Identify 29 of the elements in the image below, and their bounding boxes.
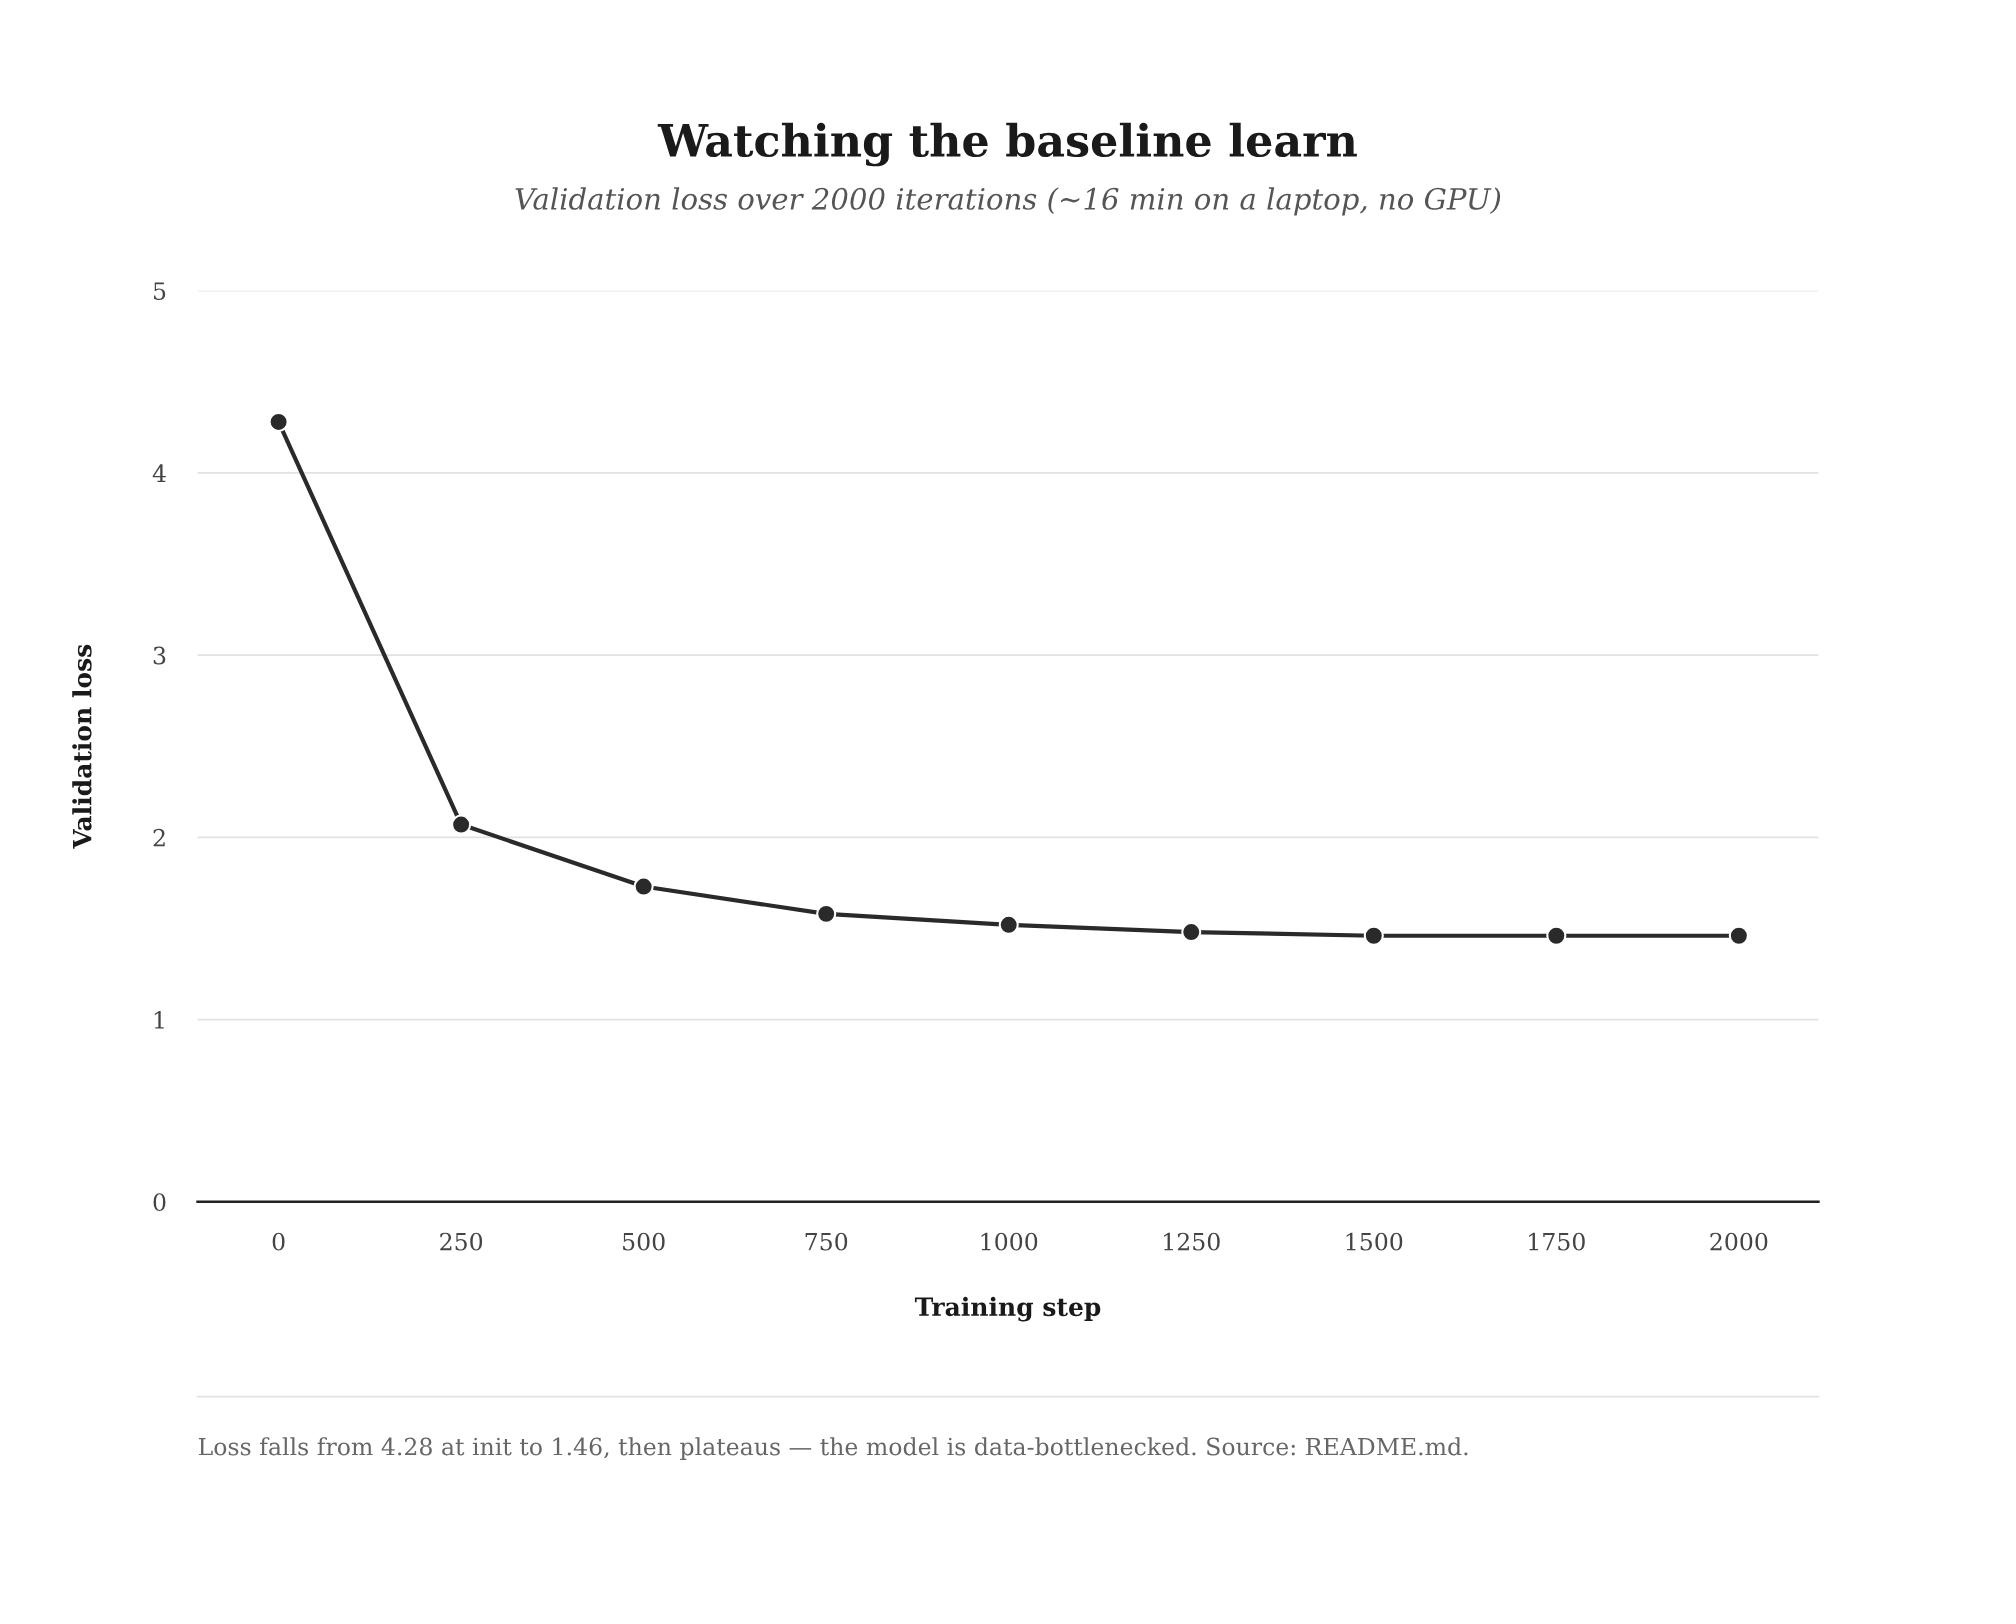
x-tick-label: 1500 — [1346, 1232, 1403, 1251]
x-tick-label: 250 — [440, 1232, 483, 1251]
point — [816, 903, 837, 924]
y-tick-label: 2 — [153, 828, 165, 847]
y-tick-label: 5 — [154, 282, 166, 300]
x-tick-label: 750 — [805, 1232, 848, 1251]
point — [1728, 925, 1749, 946]
x-axis-title: Training step — [914, 1296, 1101, 1322]
point — [1181, 922, 1202, 943]
point — [451, 814, 472, 835]
x-tick-label: 500 — [623, 1232, 665, 1251]
x-tick-label: 0 — [272, 1232, 285, 1251]
x-tick-label: 1250 — [1164, 1232, 1220, 1251]
y-tick-label: 4 — [152, 464, 166, 482]
chart-subtitle: Validation loss over 2000 iterations (∼16 min on a laptop, no GPU) — [515, 187, 1501, 216]
point — [1363, 925, 1384, 946]
chart-title: Watching the baseline learn — [657, 122, 1357, 167]
y-tick-label: 0 — [153, 1193, 166, 1212]
text: Loss falls from 4.28 at init to 1.46, then plateaus — the model is data-bottlenecked. Source: README.md. — [198, 1437, 1468, 1461]
point — [1546, 925, 1567, 946]
y-tick-label: 3 — [153, 646, 166, 665]
point — [998, 914, 1019, 935]
x-tick-label: 1750 — [1529, 1232, 1585, 1251]
x-tick-label: 2000 — [1710, 1232, 1768, 1251]
y-tick-label: 1 — [154, 1010, 164, 1029]
point — [268, 411, 289, 432]
y-axis-title: Validation loss — [72, 644, 92, 849]
x-tick-label: 1000 — [981, 1232, 1038, 1251]
point — [633, 876, 654, 897]
